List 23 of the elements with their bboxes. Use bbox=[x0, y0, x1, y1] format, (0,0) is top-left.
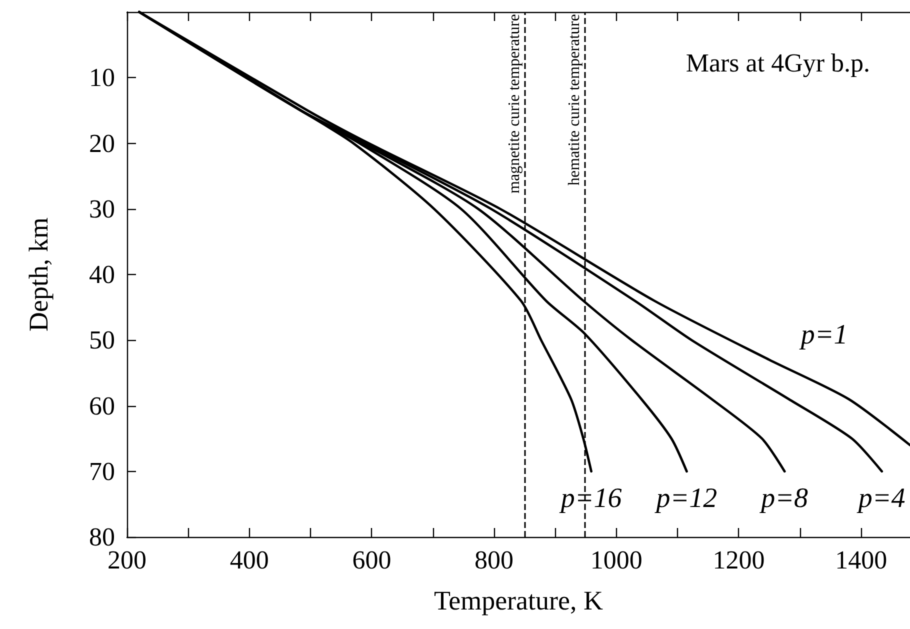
ref-line-label: hematite curie temperature bbox=[566, 14, 584, 186]
x-tick-label: 1200 bbox=[712, 546, 765, 574]
y-tick-label: 40 bbox=[89, 260, 115, 289]
y-tick-label: 50 bbox=[89, 326, 115, 355]
y-tick-label: 70 bbox=[89, 456, 115, 486]
x-tick-label: 1400 bbox=[835, 546, 888, 574]
series-label: p=12 bbox=[654, 482, 718, 514]
y-tick-label: 60 bbox=[89, 391, 115, 420]
y-tick-label: 20 bbox=[89, 128, 115, 158]
series-label: p=16 bbox=[558, 482, 622, 514]
x-tick-label: 600 bbox=[352, 546, 392, 574]
series-label: p=4 bbox=[856, 482, 906, 514]
x-tick-label: 1000 bbox=[590, 546, 642, 574]
ref-line-label: magnetite curie temperature bbox=[506, 14, 524, 194]
series-label: p=1 bbox=[798, 319, 848, 350]
annotation: Mars at 4Gyr b.p. bbox=[686, 48, 870, 78]
y-tick-label: 30 bbox=[89, 194, 115, 224]
x-axis-title: Temperature, K bbox=[434, 586, 604, 616]
series-label: p=8 bbox=[759, 482, 808, 514]
y-axis-title: Depth, km bbox=[24, 218, 54, 332]
x-tick-label: 800 bbox=[474, 546, 514, 574]
x-tick-label: 400 bbox=[230, 546, 269, 574]
y-tick-label: 10 bbox=[89, 63, 115, 92]
